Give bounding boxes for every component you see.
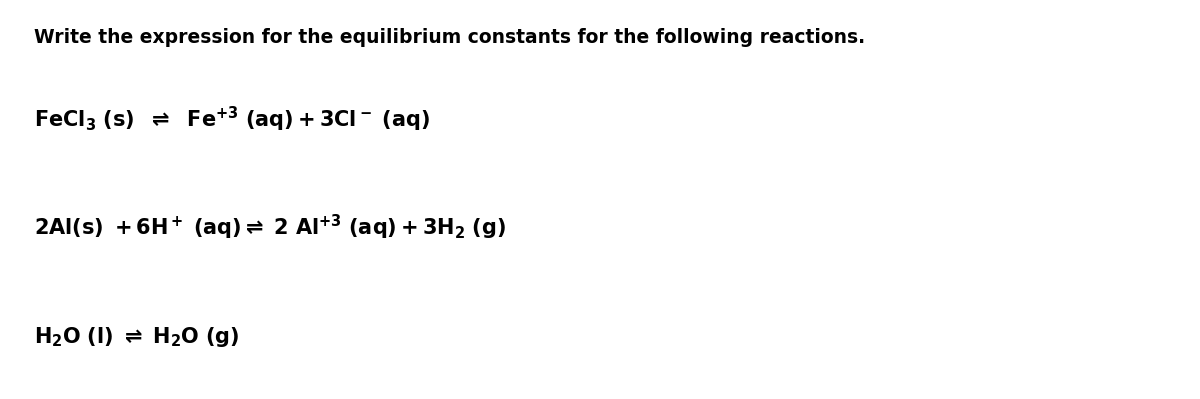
Text: $\mathdefault{2Al(s)\ + 6H^+\ (aq) \rightleftharpoons\ 2\ Al^{+3}\ (aq) + 3H_2\ : $\mathdefault{2Al(s)\ + 6H^+\ (aq) \righ… (34, 213, 505, 242)
Text: $\mathdefault{FeCl_3\ (s)\ \ \rightleftharpoons\ \ Fe^{+3}\ (aq) + 3Cl^-\ (aq)}$: $\mathdefault{FeCl_3\ (s)\ \ \rightlefth… (34, 105, 430, 134)
Text: $\mathdefault{H_2O\ (l)\ \rightleftharpoons\ H_2O\ (g)}$: $\mathdefault{H_2O\ (l)\ \rightleftharpo… (34, 325, 239, 349)
Text: Write the expression for the equilibrium constants for the following reactions.: Write the expression for the equilibrium… (34, 28, 865, 47)
